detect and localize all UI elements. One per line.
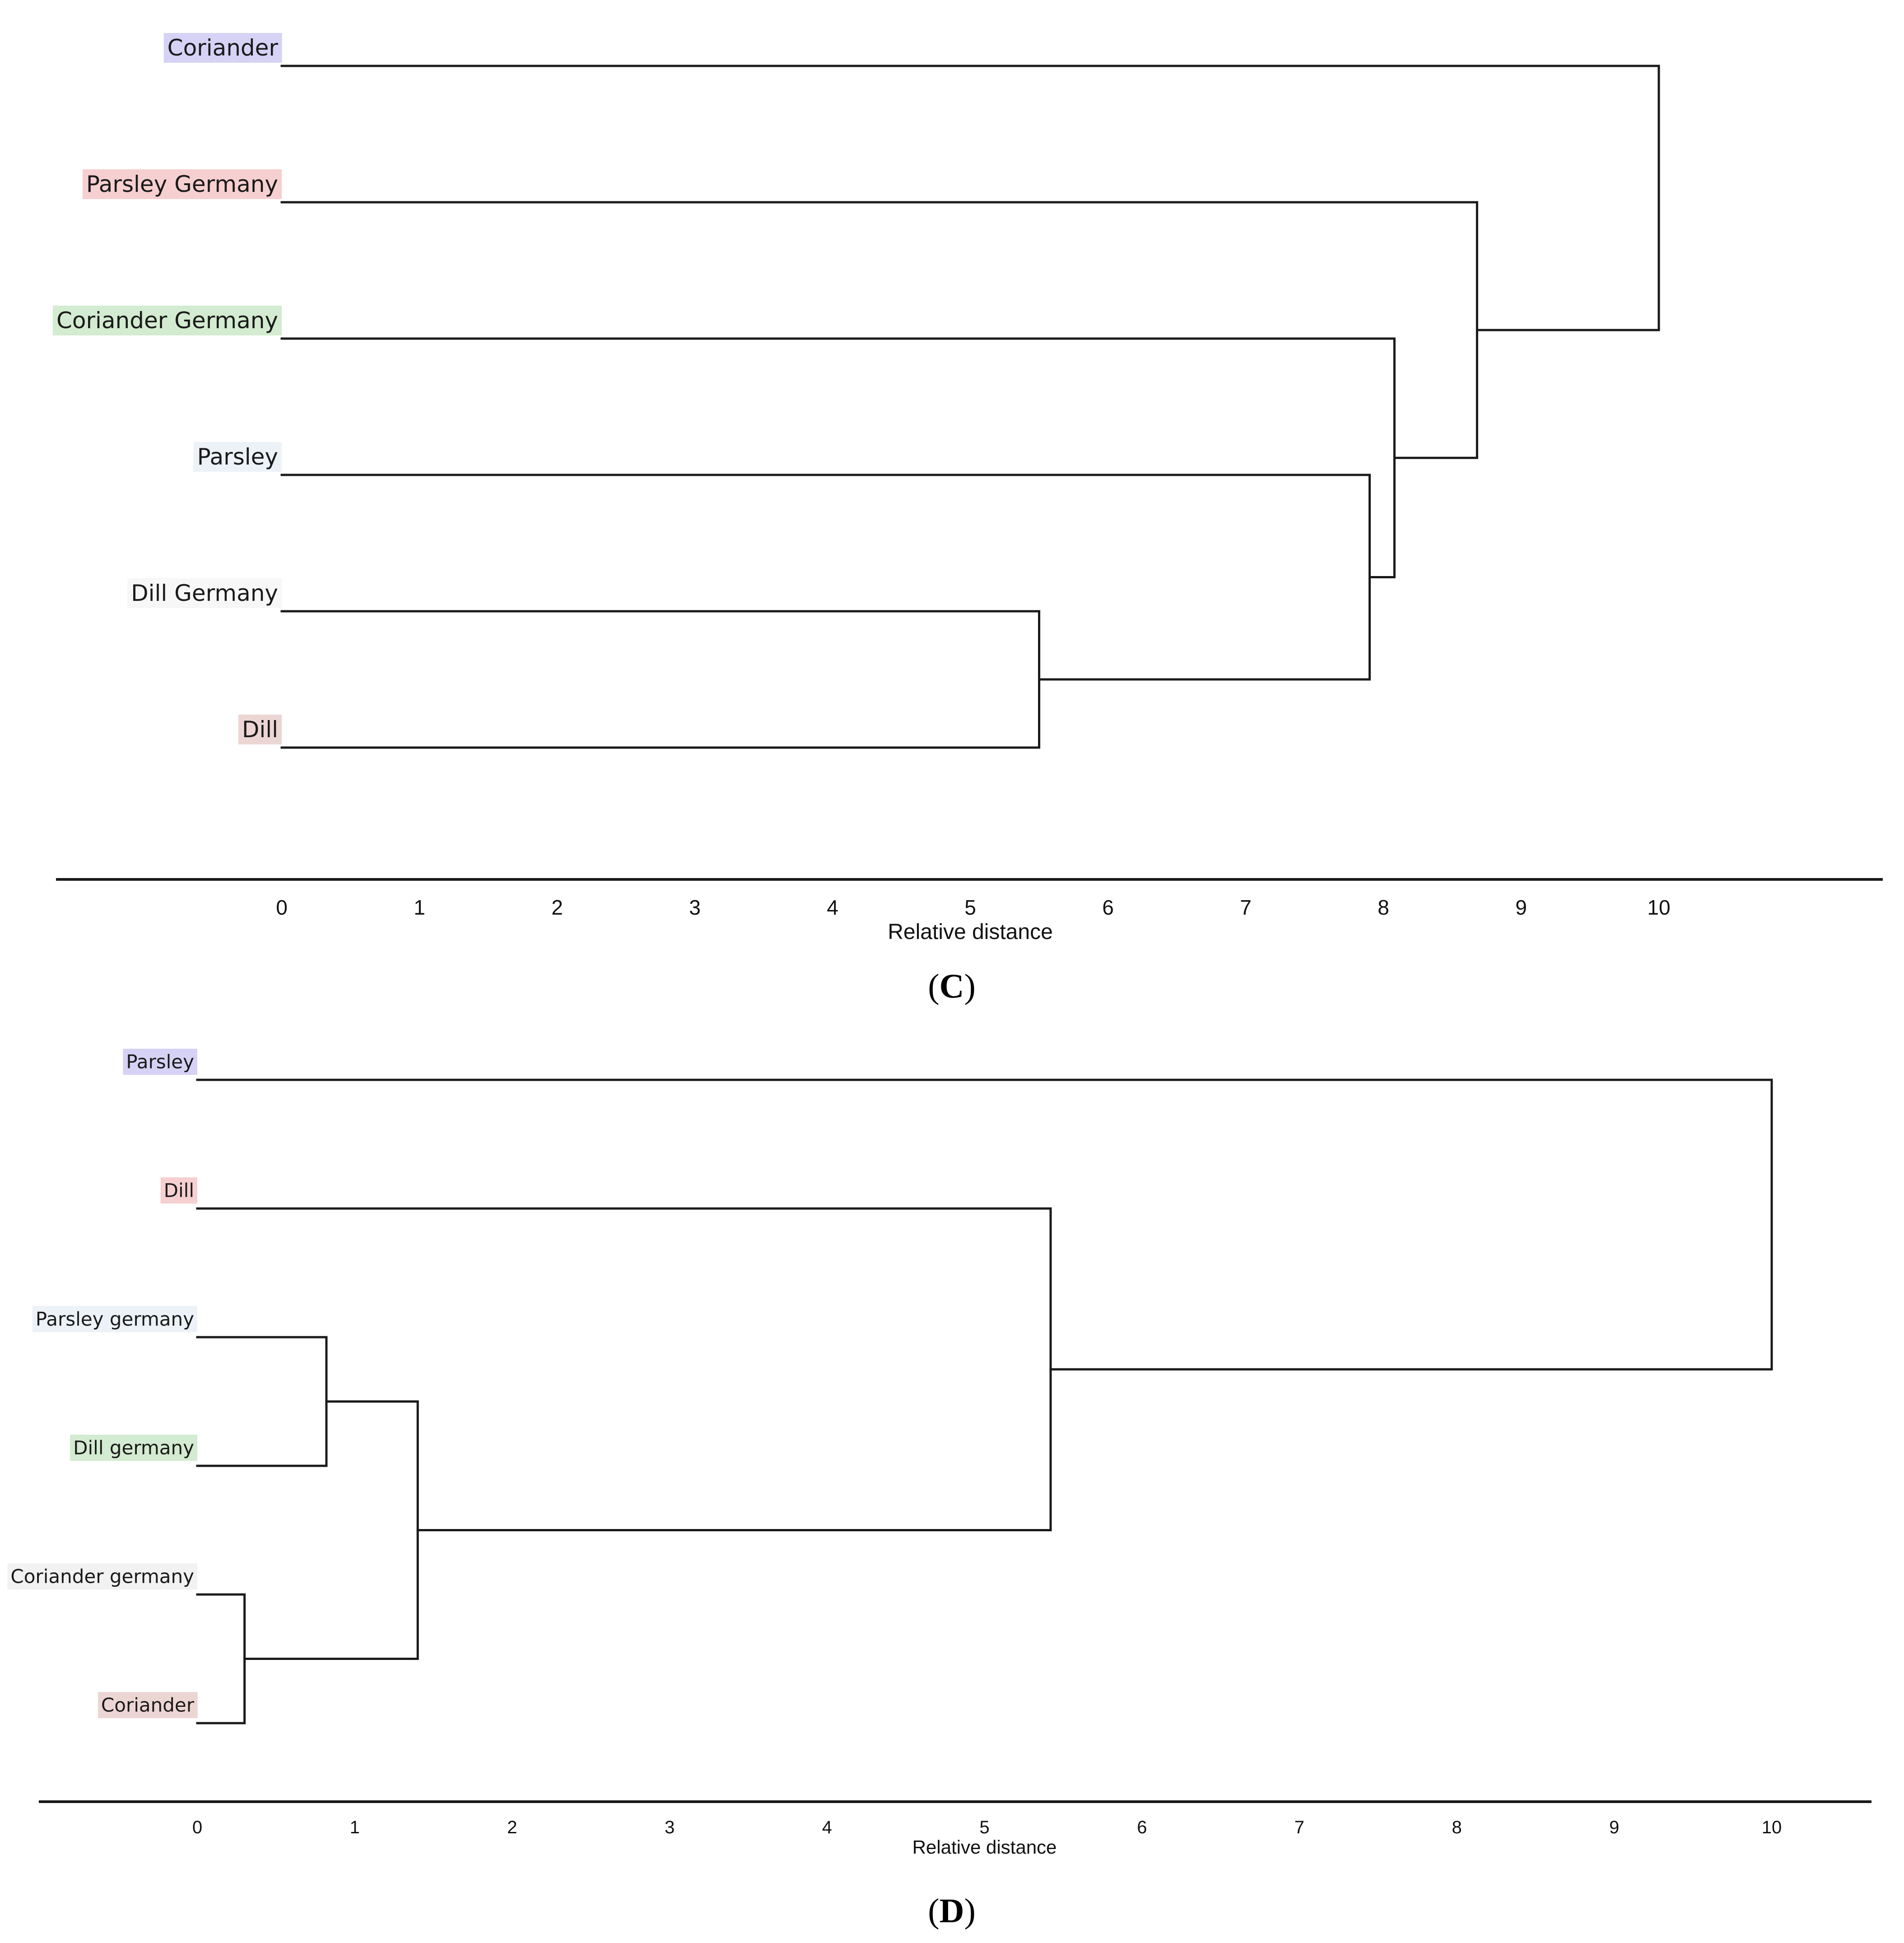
- leaf-label: Dill: [164, 1180, 194, 1202]
- panel-caption: (C): [928, 967, 976, 1005]
- x-tick-label: 1: [350, 1817, 360, 1837]
- panel-caption: (D): [928, 1892, 976, 1930]
- dendrogram-branch: [196, 1593, 246, 1725]
- dendrogram-branch: [280, 474, 1371, 681]
- x-tick-label: 5: [964, 896, 976, 919]
- x-tick-label: 7: [1294, 1817, 1304, 1837]
- leaf-label-highlight: [70, 1435, 197, 1461]
- dendrogram-branch: [243, 1400, 419, 1660]
- x-tick-label: 4: [827, 896, 838, 919]
- dendrogram-branch: [280, 337, 1396, 578]
- leaf-label: Dill: [242, 716, 278, 743]
- leaf-label: Coriander: [168, 35, 279, 61]
- x-tick-label: 0: [192, 1817, 202, 1837]
- x-tick-label: 3: [689, 896, 701, 919]
- dendrogram-branch: [280, 610, 1040, 749]
- x-tick-label: 0: [276, 896, 288, 919]
- dendrogram-panel-d: Parsley Dill Parsley germany Dill germany Co…: [7, 1049, 1871, 1930]
- x-axis-title: Relative distance: [912, 1836, 1057, 1858]
- x-axis-title: Relative distance: [888, 920, 1053, 944]
- leaf-label-highlight: [127, 578, 282, 608]
- leaf-label-highlight: [7, 1563, 197, 1590]
- x-tick-label: 6: [1137, 1817, 1147, 1837]
- panel-letter: C: [940, 967, 964, 1005]
- x-tick-label: 6: [1102, 896, 1114, 919]
- dendrogram-branch: [196, 1078, 1773, 1371]
- x-tick-label: 7: [1240, 896, 1252, 919]
- x-tick-label: 4: [822, 1817, 832, 1837]
- leaf-label-highlight: [82, 169, 282, 199]
- x-tick-label: 8: [1452, 1817, 1462, 1837]
- leaf-label: Coriander: [101, 1694, 195, 1716]
- dendrogram-panel-c: Coriander Parsley Germany Coriander German…: [52, 33, 1883, 1005]
- leaf-label: Parsley Germany: [86, 171, 278, 197]
- leaf-label-highlight: [160, 1177, 197, 1204]
- leaf-label-highlight: [238, 715, 282, 744]
- leaf-label-highlight: [163, 33, 282, 63]
- leaf-label: Dill germany: [73, 1437, 194, 1459]
- x-tick-label: 9: [1609, 1817, 1619, 1837]
- x-tick-label: 5: [979, 1817, 989, 1837]
- leaf-label: Coriander Germany: [56, 307, 278, 334]
- leaf-label-highlight: [193, 442, 282, 472]
- x-tick-label: 8: [1378, 896, 1389, 919]
- panel-letter: D: [940, 1892, 964, 1930]
- x-tick-label: 2: [551, 896, 563, 919]
- leaf-label-highlight: [98, 1692, 198, 1718]
- x-tick-label: 10: [1762, 1817, 1782, 1837]
- x-tick-label: 3: [665, 1817, 675, 1837]
- dendrogram-branch: [280, 201, 1478, 459]
- leaf-label: Parsley: [197, 444, 278, 470]
- leaf-label: Parsley germany: [36, 1308, 194, 1330]
- dendrogram-branch: [280, 65, 1660, 331]
- leaf-label: Dill Germany: [131, 580, 278, 606]
- x-tick-label: 9: [1515, 896, 1527, 919]
- leaf-label: Parsley: [126, 1051, 194, 1073]
- leaf-label-highlight: [52, 306, 282, 335]
- leaf-label: Coriander germany: [10, 1566, 194, 1588]
- x-tick-label: 2: [507, 1817, 517, 1837]
- leaf-label-highlight: [32, 1306, 197, 1332]
- x-tick-label: 1: [414, 896, 425, 919]
- x-tick-label: 10: [1647, 896, 1670, 919]
- leaf-label-highlight: [123, 1049, 197, 1075]
- dendrogram-branch: [196, 1336, 328, 1467]
